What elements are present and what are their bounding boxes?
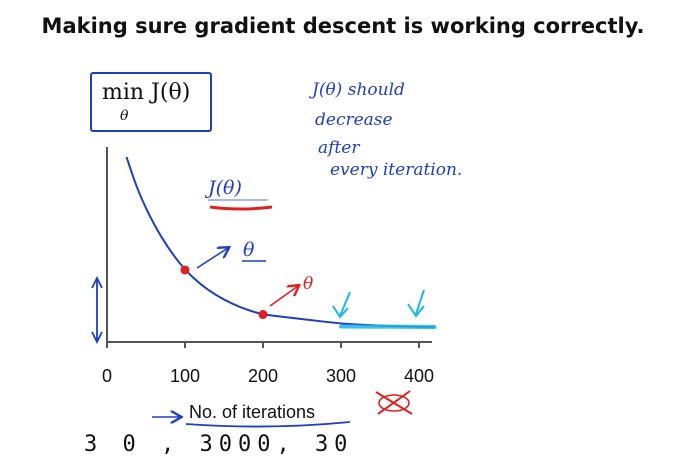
x-axis-label: No. of iterations [189,402,315,422]
x-tick-label: 0 [102,366,112,386]
y-range-arrow [91,275,103,345]
note-line-1: J(θ) should [312,80,405,100]
check-arrow-1 [332,291,351,319]
objective-box: min J(θ) θ [90,72,212,132]
theta-label-1: θ [243,239,255,261]
note-line-4: every iteration. [330,160,463,180]
theta-arrow-2 [269,286,298,307]
x-ticks: 0 100 200 300 400 [102,342,434,386]
highlighted-point [258,310,268,320]
x-tick-label: 300 [326,366,356,386]
bottom-handwritten-note: 3 0 , 3000, 30 [84,432,354,457]
objective-subscript: θ [120,108,129,124]
series-group [125,156,437,329]
crossed-scribble-icon [375,390,413,415]
curve-label: J(θ) [204,177,242,199]
check-arrow-2 [407,289,425,318]
objective-text: min J(θ) [102,80,191,105]
theta-label-2: θ [303,274,313,294]
cost-curve-line [125,156,435,329]
note-line-2: decrease [315,110,393,130]
converged-segment [339,324,437,329]
x-tick-label: 400 [404,366,434,386]
xlabel-underline [185,421,351,428]
x-tick-label: 100 [170,366,200,386]
note-line-3: after [318,138,360,158]
highlighted-point [180,265,190,275]
slide-title: Making sure gradient descent is working … [41,14,645,38]
theta-arrow-1 [196,248,228,269]
curve-label-underline [209,205,273,211]
x-tick-label: 200 [248,366,278,386]
